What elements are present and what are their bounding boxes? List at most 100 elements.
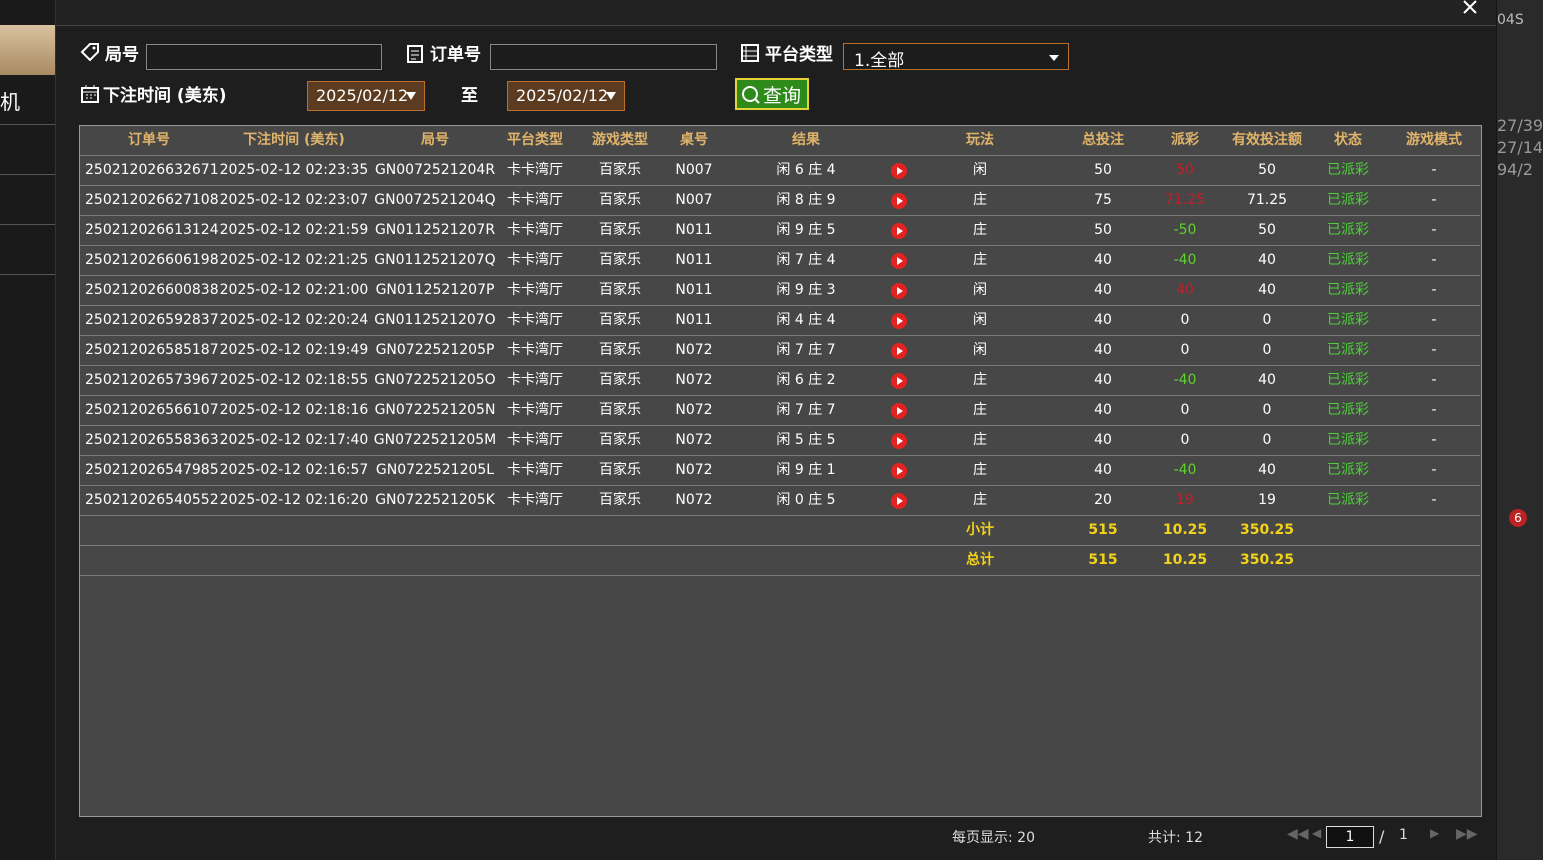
table-cell: - [1431, 162, 1437, 178]
table-cell: 已派彩 [1327, 432, 1369, 448]
play-icon[interactable] [891, 163, 907, 179]
table-cell: 0 [1180, 342, 1190, 358]
play-icon[interactable] [891, 373, 907, 389]
calendar-icon [81, 85, 99, 103]
play-icon[interactable] [891, 283, 907, 299]
order-input[interactable] [490, 44, 717, 70]
prev-page[interactable]: ◀ [1312, 826, 1322, 840]
table-cell: - [1431, 312, 1437, 328]
table-cell: 2025-02-12 02:18:55 [219, 372, 369, 388]
table-cell: 40 [1094, 312, 1112, 328]
header-cell: 总投注 [1082, 132, 1124, 148]
dropdown-arrow [606, 92, 616, 100]
table-cell: 0 [1180, 312, 1190, 328]
row-divider [80, 275, 1480, 276]
table-cell: 百家乐 [599, 282, 641, 298]
play-icon[interactable] [891, 403, 907, 419]
date-from[interactable]: 2025/02/12 [307, 81, 425, 111]
table-cell: N007 [675, 162, 713, 178]
table-cell: 庄 [973, 192, 987, 208]
table-cell: N072 [675, 342, 713, 358]
table-cell: N011 [675, 222, 713, 238]
subtotal-valid-bet: 350.25 [1239, 522, 1295, 538]
table-cell: 2025-02-12 02:17:40 [219, 432, 369, 448]
play-icon[interactable] [891, 343, 907, 359]
table-cell: GN0072521204R [374, 162, 496, 178]
table-cell: 闲 9 庄 1 [776, 462, 836, 478]
play-triangle [897, 377, 903, 385]
table-cell: 已派彩 [1327, 462, 1369, 478]
header-cell: 游戏类型 [592, 132, 648, 148]
table-cell: 250212026606198 [85, 252, 219, 268]
row-divider [80, 485, 1480, 486]
table-cell: GN0722521205P [375, 342, 495, 358]
play-icon[interactable] [891, 493, 907, 509]
platform-select[interactable]: 1.全部 [843, 43, 1069, 71]
round-input[interactable] [146, 44, 382, 70]
table-cell: 40 [1094, 252, 1112, 268]
side-text: 27/39 [1497, 116, 1543, 135]
first-page[interactable]: ◀◀ [1287, 826, 1309, 842]
row-divider [80, 155, 1480, 156]
table-cell: - [1431, 462, 1437, 478]
table-cell: 已派彩 [1327, 222, 1369, 238]
table-cell: GN0072521204Q [374, 192, 496, 208]
play-icon[interactable] [891, 463, 907, 479]
play-icon[interactable] [891, 193, 907, 209]
table-cell: GN0112521207P [375, 282, 495, 298]
table-cell: 闲 4 庄 4 [776, 312, 836, 328]
next-page[interactable]: ▶ [1430, 826, 1440, 840]
sidebar-tab[interactable] [0, 25, 55, 75]
table-cell: 已派彩 [1327, 402, 1369, 418]
header-cell: 玩法 [966, 132, 994, 148]
page-separator: / [1379, 827, 1385, 846]
play-triangle [897, 437, 903, 445]
sidebar-item[interactable]: 机 [0, 90, 20, 114]
play-icon[interactable] [891, 433, 907, 449]
play-icon[interactable] [891, 223, 907, 239]
divider [0, 174, 55, 175]
table-cell: 75 [1094, 192, 1112, 208]
play-icon[interactable] [891, 313, 907, 329]
row-divider [80, 215, 1480, 216]
table-cell: -40 [1173, 252, 1197, 268]
table-cell: 卡卡湾厅 [507, 372, 563, 388]
table-cell: 卡卡湾厅 [507, 162, 563, 178]
play-icon[interactable] [891, 253, 907, 269]
page-input[interactable]: 1 [1326, 826, 1374, 848]
header-cell: 订单号 [128, 132, 170, 148]
table-cell: 闲 5 庄 5 [776, 432, 836, 448]
total-pages: 1 [1399, 827, 1408, 843]
header-cell: 桌号 [680, 132, 708, 148]
table-cell: 2025-02-12 02:23:07 [219, 192, 369, 208]
play-triangle [897, 467, 903, 475]
table-cell: 19 [1258, 492, 1276, 508]
table-cell: 百家乐 [599, 462, 641, 478]
table-cell: 已派彩 [1327, 372, 1369, 388]
header-cell: 游戏模式 [1406, 132, 1462, 148]
table-cell: 40 [1258, 462, 1276, 478]
table-cell: 0 [1180, 432, 1190, 448]
table-cell: 百家乐 [599, 312, 641, 328]
table-cell: -40 [1173, 462, 1197, 478]
table-cell: 0 [1262, 312, 1272, 328]
table-cell: 250212026613124 [85, 222, 219, 238]
order-label: 订单号 [430, 45, 481, 65]
table-cell: 闲 [973, 282, 987, 298]
table-cell: - [1431, 402, 1437, 418]
query-button[interactable]: 查询 [735, 78, 809, 110]
date-to[interactable]: 2025/02/12 [507, 81, 625, 111]
list-icon [741, 44, 759, 62]
table-cell: 已派彩 [1327, 312, 1369, 328]
table-cell: 庄 [973, 252, 987, 268]
last-page[interactable]: ▶▶ [1456, 826, 1478, 842]
table-cell: GN0112521207Q [374, 252, 496, 268]
table-cell: GN0112521207O [374, 312, 496, 328]
close-button[interactable] [1463, 0, 1477, 14]
total-total-bet: 515 [1088, 552, 1118, 568]
table-cell: - [1431, 222, 1437, 238]
play-triangle [897, 347, 903, 355]
query-text: 查询 [763, 85, 802, 107]
row-divider [80, 305, 1480, 306]
header-cell: 下注时间 (美东) [243, 132, 345, 148]
